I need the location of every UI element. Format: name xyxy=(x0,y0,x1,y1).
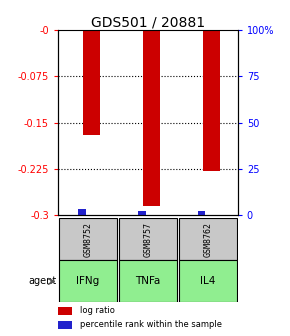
Bar xyxy=(78,210,86,215)
Text: GSM8762: GSM8762 xyxy=(203,222,212,257)
Bar xyxy=(58,321,72,329)
Title: GDS501 / 20881: GDS501 / 20881 xyxy=(91,15,205,29)
Bar xyxy=(59,218,117,260)
Bar xyxy=(179,218,237,260)
Bar xyxy=(58,307,72,315)
Bar xyxy=(179,260,237,302)
Text: TNFa: TNFa xyxy=(135,277,161,286)
Bar xyxy=(119,260,177,302)
Text: GSM8752: GSM8752 xyxy=(84,222,93,257)
Bar xyxy=(119,218,177,260)
Text: IL4: IL4 xyxy=(200,277,215,286)
Bar xyxy=(143,30,160,206)
Text: percentile rank within the sample: percentile rank within the sample xyxy=(79,320,222,329)
Text: agent: agent xyxy=(28,277,57,286)
Bar xyxy=(83,30,100,135)
Bar xyxy=(198,211,205,215)
Bar xyxy=(138,211,146,215)
Bar xyxy=(203,30,220,171)
Text: GSM8757: GSM8757 xyxy=(143,222,153,257)
Text: IFNg: IFNg xyxy=(76,277,99,286)
Bar xyxy=(59,260,117,302)
Text: log ratio: log ratio xyxy=(79,306,115,316)
